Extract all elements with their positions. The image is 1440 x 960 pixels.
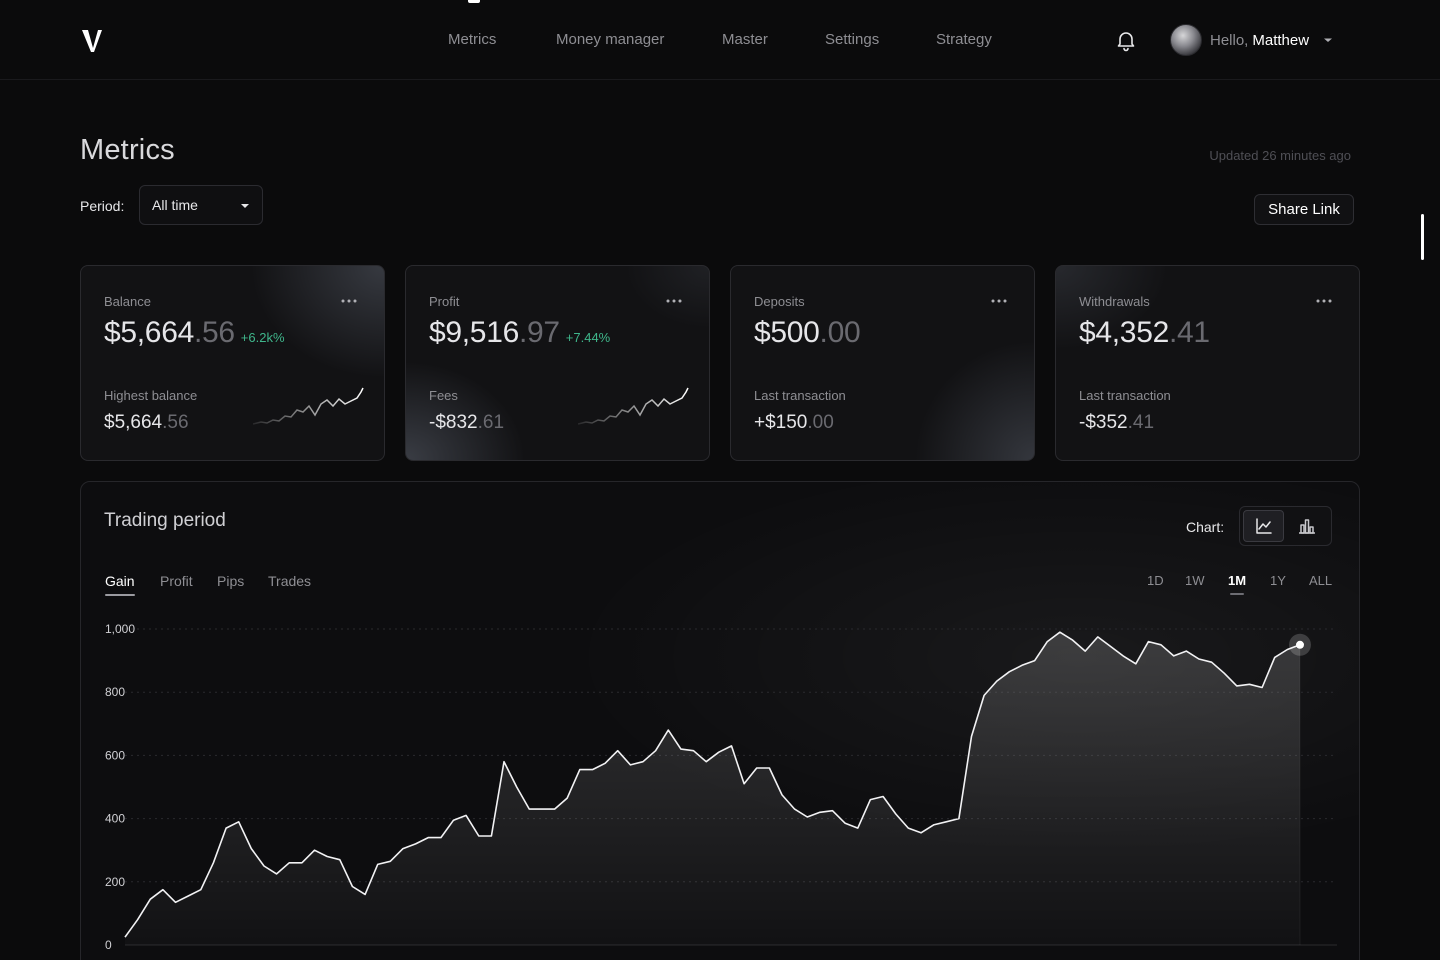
user-greeting: Hello, [1210, 31, 1249, 49]
v-logo-icon[interactable] [80, 26, 104, 54]
card-label: Balance [104, 294, 151, 309]
bar-chart-icon [1298, 519, 1315, 534]
card-value: $5,664.56 +6.2k% [104, 316, 285, 349]
active-nav-indicator [468, 0, 480, 3]
profit-card: Profit $9,516.97 +7.44% Fees -$832.61 [405, 265, 710, 461]
y-tick-label: 800 [105, 685, 125, 699]
chart-type-label: Chart: [1186, 519, 1225, 535]
card-label: Withdrawals [1079, 294, 1150, 309]
change-badge: +6.2k% [240, 330, 285, 345]
range-1d-button[interactable]: 1D [1147, 573, 1164, 588]
y-tick-label: 1,000 [105, 622, 135, 636]
top-navigation: Metrics Money manager Master Settings St… [0, 0, 1440, 80]
card-label: Deposits [754, 294, 805, 309]
more-options-icon[interactable] [990, 296, 1008, 306]
balance-card: Balance $5,664.56 +6.2k% Highest balance … [80, 265, 385, 461]
range-1w-button[interactable]: 1W [1185, 573, 1205, 588]
nav-item-settings[interactable]: Settings [825, 31, 880, 48]
user-menu[interactable]: Hello, Matthew [1170, 24, 1333, 56]
trading-period-panel: 0 200 400 600 800 1,000 Trading period Chart:… [80, 481, 1360, 960]
tab-trades[interactable]: Trades [268, 573, 312, 589]
card-sublabel: Last transaction [1079, 388, 1171, 403]
deposits-card: Deposits $500.00 Last transaction +$150.… [730, 265, 1035, 461]
more-options-icon[interactable] [1315, 296, 1333, 306]
page-title: Metrics [80, 134, 175, 166]
card-label: Profit [429, 294, 460, 309]
line-chart-icon [1255, 518, 1272, 534]
chart-type-toggle [1239, 506, 1332, 546]
withdrawals-card: Withdrawals $4,352.41 Last transaction -… [1055, 265, 1360, 461]
nav-item-master[interactable]: Master [722, 31, 768, 48]
share-link-button[interactable]: Share Link [1254, 194, 1354, 225]
sparkline-chart [253, 387, 364, 425]
range-1y-button[interactable]: 1Y [1270, 573, 1286, 588]
change-badge: +7.44% [565, 330, 611, 345]
updated-timestamp: Updated 26 minutes ago [1209, 148, 1351, 163]
current-value-marker[interactable] [1296, 640, 1304, 649]
more-options-icon[interactable] [340, 296, 358, 306]
gain-line [124, 631, 1301, 938]
tab-gain[interactable]: Gain [105, 573, 135, 596]
scrollbar-thumb[interactable] [1421, 214, 1424, 260]
period-select-value: All time [152, 197, 198, 213]
y-tick-label: 200 [105, 875, 125, 889]
card-subvalue: $5,664.56 [104, 412, 189, 433]
period-label: Period: [80, 198, 125, 214]
card-sublabel: Highest balance [104, 388, 198, 403]
gain-area [125, 632, 1300, 945]
line-chart-button[interactable] [1243, 510, 1284, 542]
card-sublabel: Last transaction [754, 388, 846, 403]
nav-item-metrics[interactable]: Metrics [448, 31, 497, 48]
card-value: $4,352.41 [1079, 316, 1210, 349]
panel-title: Trading period [104, 510, 226, 531]
card-subvalue: +$150.00 [754, 412, 834, 433]
y-tick-label: 0 [105, 938, 112, 952]
y-tick-label: 600 [105, 748, 125, 762]
card-sublabel: Fees [429, 388, 458, 403]
card-value: $500.00 [754, 316, 861, 349]
card-subvalue: -$352.41 [1079, 412, 1155, 433]
avatar[interactable] [1170, 24, 1202, 56]
tab-profit[interactable]: Profit [160, 573, 193, 589]
sparkline-chart [578, 387, 689, 425]
chevron-down-icon [241, 204, 249, 208]
bar-chart-button[interactable] [1286, 510, 1327, 542]
nav-item-money-manager[interactable]: Money manager [556, 31, 665, 48]
chevron-down-icon[interactable] [1323, 35, 1333, 45]
more-options-icon[interactable] [665, 296, 683, 306]
card-subvalue: -$832.61 [429, 412, 505, 433]
y-tick-label: 400 [105, 812, 125, 826]
card-value: $9,516.97 +7.44% [429, 316, 611, 349]
gain-chart: 0 200 400 600 800 1,000 [81, 482, 1359, 960]
user-name: Matthew [1252, 31, 1310, 49]
period-select[interactable]: All time [139, 185, 263, 225]
bell-icon[interactable] [1114, 28, 1138, 52]
range-1m-button[interactable]: 1M [1228, 573, 1247, 595]
range-all-button[interactable]: ALL [1309, 573, 1333, 588]
tab-pips[interactable]: Pips [217, 573, 245, 589]
nav-item-strategy[interactable]: Strategy [936, 31, 992, 48]
